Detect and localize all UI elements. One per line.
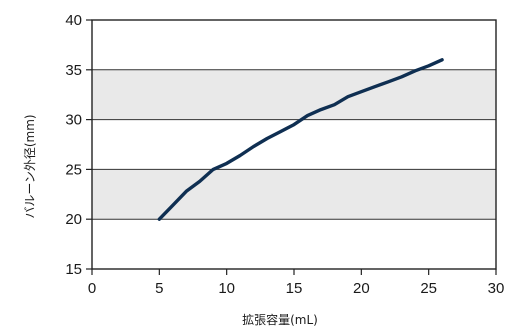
plot-band <box>92 169 496 220</box>
series-layer <box>157 58 444 221</box>
plot-background <box>92 20 496 269</box>
x-tick-label: 0 <box>88 280 96 297</box>
gridlines <box>92 69 496 220</box>
y-tick-label: 30 <box>65 112 82 129</box>
x-tick-label: 10 <box>218 280 235 297</box>
series-line <box>157 58 444 221</box>
y-axis-ticks: 15 20 25 30 35 40 <box>65 12 92 278</box>
y-tick-label: 25 <box>65 161 82 178</box>
plot-bands <box>92 20 496 269</box>
x-tick-label: 15 <box>286 280 303 297</box>
x-axis-label: 拡張容量(mL) <box>242 312 318 327</box>
plot-band <box>92 69 496 120</box>
y-tick-label: 35 <box>65 62 82 79</box>
x-axis-ticks: 0 5 10 15 20 25 30 <box>88 269 505 297</box>
x-tick-label: 30 <box>488 280 505 297</box>
y-tick-label: 40 <box>65 12 82 29</box>
y-tick-label: 20 <box>65 211 82 228</box>
y-tick-label: 15 <box>65 261 82 278</box>
x-tick-label: 20 <box>353 280 370 297</box>
y-axis-label: バルーン外径(mm) <box>23 114 37 218</box>
x-tick-label: 5 <box>155 280 163 297</box>
x-tick-label: 25 <box>420 280 437 297</box>
